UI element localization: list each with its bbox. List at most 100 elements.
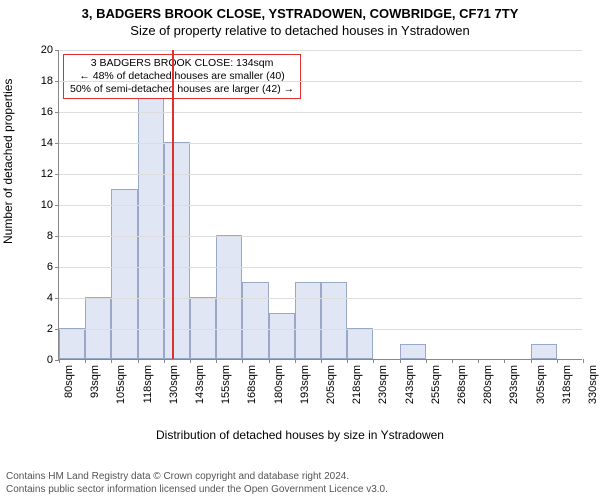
histogram-bar	[321, 282, 347, 360]
xtick-label: 305sqm	[535, 365, 547, 404]
chart-title-block: 3, BADGERS BROOK CLOSE, YSTRADOWEN, COWB…	[0, 0, 600, 38]
histogram-bar	[242, 282, 268, 360]
annotation-line3: 50% of semi-detached houses are larger (…	[70, 83, 294, 96]
xtick-label: 105sqm	[115, 365, 127, 404]
gridline	[59, 112, 582, 113]
xtick-mark	[216, 359, 217, 363]
xtick-mark	[269, 359, 270, 363]
ytick-label: 8	[47, 230, 53, 242]
gridline	[59, 143, 582, 144]
ytick-mark	[55, 298, 59, 299]
ytick-label: 12	[41, 168, 53, 180]
xtick-label: 280sqm	[482, 365, 494, 404]
xtick-label: 93sqm	[89, 365, 101, 398]
xtick-label: 118sqm	[142, 365, 154, 403]
xtick-label: 143sqm	[194, 365, 206, 404]
gridline	[59, 81, 582, 82]
ytick-mark	[55, 174, 59, 175]
gridline	[59, 205, 582, 206]
xtick-label: 255sqm	[430, 365, 442, 404]
ytick-label: 18	[41, 75, 53, 87]
xtick-label: 193sqm	[299, 365, 311, 404]
xtick-label: 180sqm	[273, 365, 285, 404]
gridline	[59, 236, 582, 237]
footer-line2: Contains public sector information licen…	[6, 484, 388, 497]
xtick-mark	[400, 359, 401, 363]
xtick-mark	[531, 359, 532, 363]
gridline	[59, 174, 582, 175]
ytick-mark	[55, 50, 59, 51]
xtick-mark	[478, 359, 479, 363]
footer-line1: Contains HM Land Registry data © Crown c…	[6, 471, 388, 484]
gridline	[59, 298, 582, 299]
xtick-mark	[583, 359, 584, 363]
xtick-mark	[59, 359, 60, 363]
ytick-label: 4	[47, 292, 53, 304]
ytick-mark	[55, 205, 59, 206]
ytick-mark	[55, 143, 59, 144]
xtick-mark	[321, 359, 322, 363]
xtick-label: 130sqm	[168, 365, 180, 404]
xtick-label: 218sqm	[351, 365, 363, 404]
ytick-label: 0	[47, 354, 53, 366]
y-axis-label: Number of detached properties	[1, 79, 15, 244]
ytick-label: 16	[41, 106, 53, 118]
xtick-label: 230sqm	[377, 365, 389, 404]
chart: Number of detached properties 3 BADGERS …	[0, 44, 600, 444]
ytick-label: 20	[41, 44, 53, 56]
xtick-mark	[242, 359, 243, 363]
xtick-mark	[504, 359, 505, 363]
histogram-bar	[531, 344, 557, 360]
xtick-mark	[111, 359, 112, 363]
gridline	[59, 329, 582, 330]
ytick-mark	[55, 112, 59, 113]
xtick-mark	[426, 359, 427, 363]
ytick-mark	[55, 81, 59, 82]
ytick-label: 10	[41, 199, 53, 211]
ytick-mark	[55, 329, 59, 330]
ytick-label: 2	[47, 323, 53, 335]
x-axis-label: Distribution of detached houses by size …	[0, 428, 600, 442]
xtick-mark	[295, 359, 296, 363]
xtick-mark	[85, 359, 86, 363]
xtick-label: 330sqm	[587, 365, 599, 404]
histogram-bar	[400, 344, 426, 360]
ytick-mark	[55, 267, 59, 268]
xtick-mark	[347, 359, 348, 363]
marker-line	[172, 50, 174, 359]
histogram-bar	[347, 328, 373, 359]
histogram-bar	[190, 297, 216, 359]
gridline	[59, 50, 582, 51]
histogram-bar	[269, 313, 295, 360]
histogram-bar	[59, 328, 85, 359]
ytick-mark	[55, 236, 59, 237]
xtick-label: 80sqm	[63, 365, 75, 398]
xtick-mark	[557, 359, 558, 363]
title-line1: 3, BADGERS BROOK CLOSE, YSTRADOWEN, COWB…	[0, 6, 600, 21]
histogram-bar	[295, 282, 321, 360]
xtick-label: 318sqm	[561, 365, 573, 404]
footer: Contains HM Land Registry data © Crown c…	[6, 471, 388, 496]
marker-annotation: 3 BADGERS BROOK CLOSE: 134sqm ← 48% of d…	[63, 54, 301, 99]
xtick-label: 268sqm	[456, 365, 468, 404]
ytick-label: 14	[41, 137, 53, 149]
xtick-label: 168sqm	[246, 365, 258, 404]
xtick-mark	[164, 359, 165, 363]
xtick-label: 243sqm	[404, 365, 416, 404]
xtick-mark	[138, 359, 139, 363]
histogram-bar	[85, 297, 111, 359]
xtick-mark	[452, 359, 453, 363]
plot-area: 3 BADGERS BROOK CLOSE: 134sqm ← 48% of d…	[58, 50, 582, 360]
xtick-label: 205sqm	[325, 365, 337, 404]
xtick-mark	[373, 359, 374, 363]
title-line2: Size of property relative to detached ho…	[0, 23, 600, 38]
histogram-bar	[138, 80, 164, 359]
xtick-label: 293sqm	[508, 365, 520, 404]
xtick-mark	[190, 359, 191, 363]
ytick-label: 6	[47, 261, 53, 273]
histogram-bar	[216, 235, 242, 359]
xtick-label: 155sqm	[220, 365, 232, 404]
histogram-bar	[111, 189, 137, 360]
annotation-line1: 3 BADGERS BROOK CLOSE: 134sqm	[70, 57, 294, 70]
gridline	[59, 267, 582, 268]
